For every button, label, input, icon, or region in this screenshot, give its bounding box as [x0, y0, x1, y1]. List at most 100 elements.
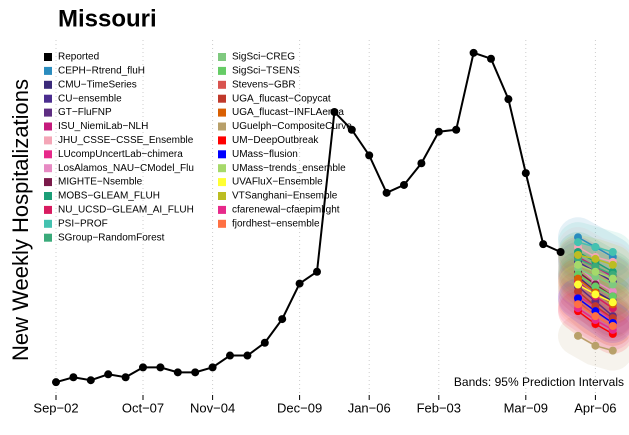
point — [452, 125, 461, 134]
legend-label: MOBS−GLEAM_FLUH — [58, 191, 160, 202]
legend-swatch — [218, 66, 226, 75]
x-tick-label: Sep−02 — [33, 400, 78, 415]
legend-label: Reported — [58, 52, 99, 63]
legend-swatch — [44, 233, 52, 242]
legend-label: CU−ensemble — [58, 93, 122, 104]
legend-swatch — [218, 178, 226, 187]
legend-label: MIGHTE−Nsemble — [58, 177, 143, 188]
legend-label: SigSci−CREG — [232, 52, 295, 63]
legend-label: Stevens−GBR — [232, 79, 296, 90]
point — [591, 243, 600, 252]
point — [295, 279, 304, 288]
legend-label: VTSanghani−Ensemble — [232, 191, 338, 202]
point — [608, 248, 617, 257]
legend-label: UVAFluX−Ensemble — [232, 177, 323, 188]
legend-label: LosAlamos_NAU−CModel_Flu — [58, 163, 194, 174]
point — [400, 180, 408, 189]
legend-label: CMU−TimeSeries — [58, 79, 137, 90]
point — [591, 254, 600, 263]
x-tick-label: Apr−06 — [574, 400, 616, 415]
point — [556, 248, 565, 257]
legend-swatch — [44, 80, 52, 89]
point — [243, 351, 252, 360]
legend-label: CEPH−Rtrend_fluH — [58, 66, 145, 77]
point — [139, 363, 147, 372]
legend-swatch — [44, 122, 52, 131]
point — [382, 188, 391, 197]
legend-label: PSI−PROF — [58, 218, 108, 229]
legend-label: LUcompUncertLab−chimera — [58, 149, 183, 160]
point — [591, 312, 600, 321]
point — [278, 315, 287, 324]
point — [52, 378, 60, 387]
point — [434, 127, 443, 136]
y-axis-label: New Weekly Hospitalizations — [8, 79, 33, 361]
point — [574, 250, 582, 259]
point — [469, 48, 478, 57]
point — [608, 321, 617, 330]
point — [608, 260, 617, 269]
legend-swatch — [44, 108, 52, 117]
legend-swatch — [44, 164, 52, 173]
legend-swatch — [44, 192, 52, 200]
x-tick-label: Nov−04 — [190, 400, 235, 415]
legend-label: UM−DeepOutbreak — [232, 135, 319, 146]
legend-swatch — [218, 150, 226, 159]
legend-label: JHU_CSSE−CSSE_Ensemble — [58, 135, 194, 146]
legend: Reported CEPH−Rtrend_fluH CMU−TimeSeries CU… — [44, 52, 352, 243]
legend-swatch — [218, 108, 226, 117]
point — [521, 169, 530, 178]
x-tick-label: Mar−09 — [504, 400, 548, 415]
point — [608, 280, 617, 289]
point — [86, 376, 95, 385]
point — [574, 331, 582, 340]
point — [574, 287, 582, 296]
point — [574, 274, 582, 283]
point — [504, 95, 513, 104]
point — [574, 260, 582, 269]
point — [156, 363, 165, 372]
point — [574, 294, 582, 303]
lines — [55, 51, 614, 384]
x-tick-label: Dec−09 — [277, 400, 322, 415]
legend-swatch — [218, 192, 226, 200]
point — [208, 363, 217, 372]
legend-label: cfarenewal−cfaepimlight — [232, 205, 340, 216]
point — [260, 338, 269, 347]
legend-swatch — [218, 80, 226, 89]
point — [313, 267, 321, 276]
point — [417, 159, 426, 168]
point — [121, 373, 130, 382]
point — [608, 292, 617, 301]
x-tick-label: Feb−03 — [417, 400, 461, 415]
legend-label: UGA_flucast−Copycat — [232, 93, 331, 104]
annotation: Bands: 95% Prediction Intervals — [454, 375, 624, 389]
point — [574, 280, 582, 289]
point — [608, 274, 617, 283]
legend-label: GT−FluFNP — [58, 107, 112, 118]
point — [591, 290, 600, 299]
legend-swatch — [44, 66, 52, 75]
point — [591, 282, 600, 291]
legend-swatch — [218, 94, 226, 103]
x-tick-label: Jan−06 — [348, 400, 391, 415]
legend-swatch — [218, 205, 226, 214]
legend-label: SGroup−RandomForest — [58, 232, 165, 243]
legend-label: fjordhest−ensemble — [232, 218, 320, 229]
point — [347, 125, 356, 134]
point — [104, 370, 113, 379]
legend-swatch — [44, 178, 52, 187]
point — [574, 300, 582, 309]
point — [539, 240, 548, 249]
legend-swatch — [44, 205, 52, 214]
legend-swatch — [44, 94, 52, 103]
point — [191, 368, 200, 377]
legend-swatch — [44, 150, 52, 159]
legend-label: UMass−flusion — [232, 149, 298, 160]
point — [69, 373, 78, 382]
legend-label: UGuelph−CompositeCurve — [232, 121, 352, 132]
x-tick-label: Oct−07 — [122, 400, 164, 415]
point — [608, 298, 617, 307]
